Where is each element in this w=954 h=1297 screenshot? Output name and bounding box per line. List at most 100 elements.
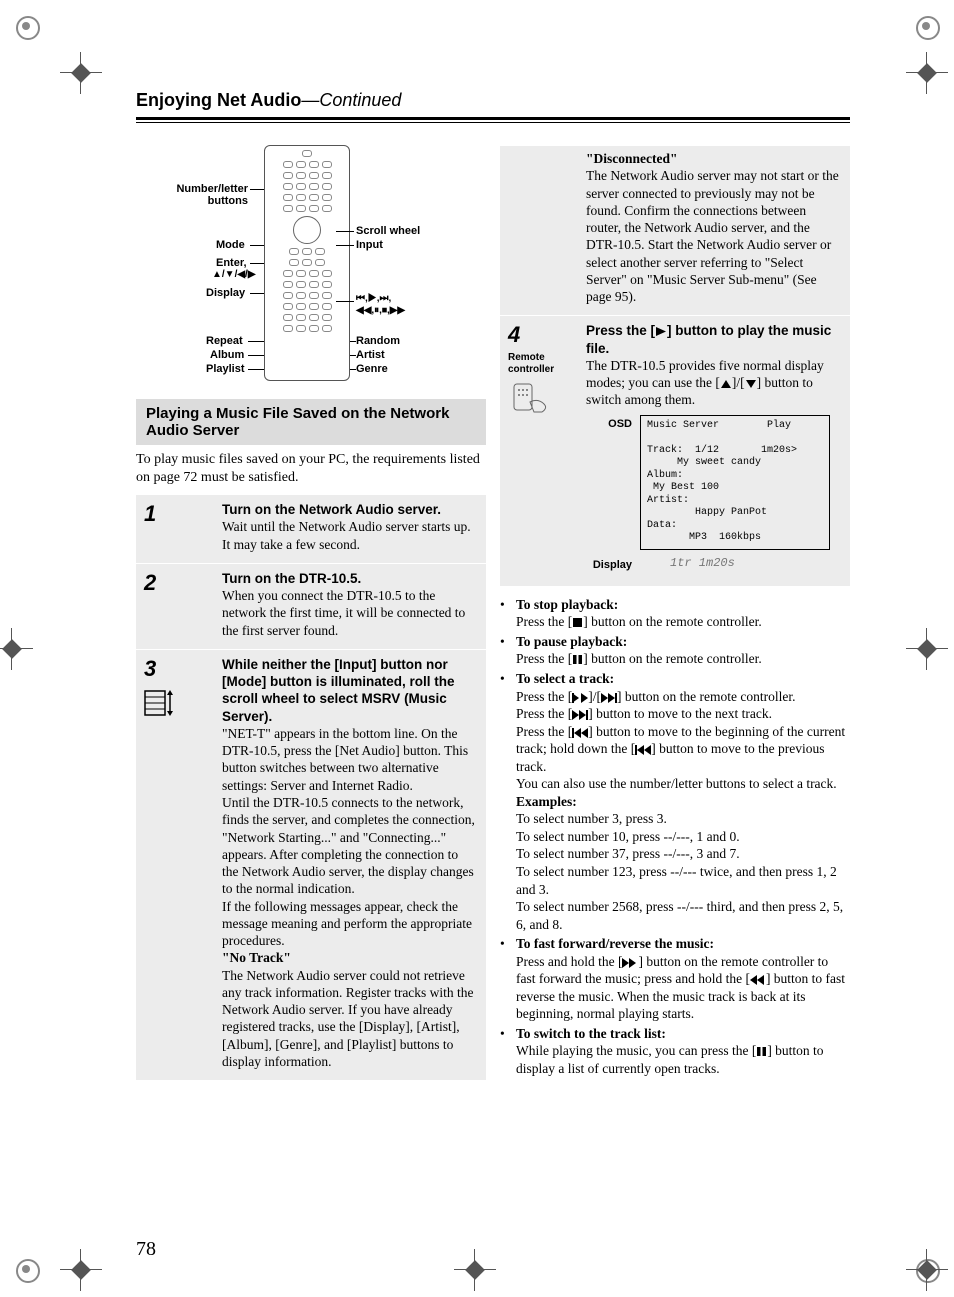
- step-3-body3: If the following messages appear, check …: [222, 899, 472, 949]
- next-track-icon: [601, 693, 617, 703]
- diagram-label-random: Random: [356, 335, 400, 347]
- print-edge-mark: [60, 52, 102, 94]
- diagram-leader-line: [336, 245, 354, 246]
- diagram-leader-line: [250, 189, 264, 190]
- transport-glyphs: ◀◀,⏸,⏹,▶▶: [356, 305, 405, 316]
- ff-heading: To fast forward/reverse the music:: [516, 936, 714, 951]
- diagram-leader-line: [248, 355, 264, 356]
- header-rule: [136, 122, 850, 123]
- step-4-sublabel: Remote controller: [508, 352, 586, 376]
- step-1: 1 Turn on the Network Audio server. Wait…: [136, 494, 486, 563]
- diagram-label-playlist: Playlist: [206, 363, 245, 375]
- diagram-label-scroll-wheel: Scroll wheel: [356, 225, 420, 237]
- scroll-wheel-icon: [144, 688, 222, 718]
- intro-paragraph: To play music files saved on your PC, th…: [136, 451, 486, 486]
- up-icon: [720, 379, 732, 389]
- pause-heading: To pause playback:: [516, 634, 627, 649]
- example-line: To select number 3, press 3.: [516, 811, 667, 826]
- print-corner-mark: [912, 12, 942, 42]
- page-header: Enjoying Net Audio—Continued: [136, 90, 850, 115]
- header-title-continued: —Continued: [301, 90, 401, 110]
- step-2-body: When you connect the DTR-10.5 to the net…: [222, 588, 465, 638]
- display-label: Display: [586, 556, 632, 572]
- remote-hand-icon: [508, 382, 586, 416]
- section-heading: Playing a Music File Saved on the Networ…: [146, 405, 476, 439]
- diagram-label-repeat: Repeat: [206, 335, 243, 347]
- diagram-leader-line: [350, 369, 356, 370]
- print-corner-mark: [12, 1255, 42, 1285]
- switch-list-heading: To switch to the track list:: [516, 1026, 666, 1041]
- print-edge-mark: [0, 628, 33, 670]
- remote-diagram: Number/letter buttons Mode Enter, ▲/▼/◀/…: [136, 145, 486, 385]
- next-track-icon: [572, 710, 588, 720]
- step-number: 2: [144, 570, 222, 639]
- diagram-label-mode: Mode: [216, 239, 245, 251]
- pause-icon: [756, 1046, 767, 1057]
- step-3: 3 While neither the: [136, 649, 486, 1080]
- prev-track-icon: [635, 745, 651, 755]
- diagram-leader-line: [250, 263, 264, 264]
- header-title-bold: Enjoying Net Audio: [136, 90, 301, 110]
- diagram-leader-line: [350, 341, 356, 342]
- step-3-continued: "Disconnected" The Network Audio server …: [500, 145, 850, 315]
- examples-heading: Examples:: [516, 794, 577, 809]
- step-number: 3: [144, 656, 156, 681]
- print-edge-mark: [906, 52, 948, 94]
- osd-label: OSD: [586, 415, 632, 431]
- step-2: 2 Turn on the DTR-10.5. When you connect…: [136, 563, 486, 649]
- arrow-glyphs: ▲/▼/◀/▶: [212, 269, 256, 280]
- step-number: 1: [144, 501, 222, 553]
- print-edge-mark: [906, 1249, 948, 1291]
- example-line: To select number 10, press --/---, 1 and…: [516, 829, 740, 844]
- remote-outline: [264, 145, 350, 381]
- header-rule: [136, 117, 850, 120]
- disconnected-body: The Network Audio server may not start o…: [586, 168, 839, 304]
- diagram-leader-line: [250, 293, 264, 294]
- select-track-heading: To select a track:: [516, 671, 614, 686]
- pause-icon: [572, 654, 583, 665]
- transport-glyphs: ⏮,▶,⏭,: [356, 293, 391, 304]
- disconnected-heading: "Disconnected": [586, 151, 677, 166]
- rewind-icon: [750, 975, 766, 985]
- diagram-leader-line: [336, 231, 354, 232]
- step-1-lead: Turn on the Network Audio server.: [222, 502, 441, 517]
- step-3-lead: While neither the [Input] button nor [Mo…: [222, 657, 455, 724]
- print-edge-mark: [60, 1249, 102, 1291]
- print-corner-mark: [12, 12, 42, 42]
- example-line: To select number 123, press --/--- twice…: [516, 864, 837, 897]
- diagram-label-input: Input: [356, 239, 383, 251]
- diagram-label-artist: Artist: [356, 349, 385, 361]
- diagram-leader-line: [250, 245, 264, 246]
- example-line: To select number 37, press --/---, 3 and…: [516, 846, 740, 861]
- print-edge-mark: [454, 1249, 496, 1291]
- step-3-body2: Until the DTR-10.5 connects to the netwo…: [222, 795, 475, 896]
- display-readout: 1tr 1m20s: [670, 556, 735, 571]
- diagram-label-genre: Genre: [356, 363, 388, 375]
- diagram-label-number-letter: Number/letter buttons: [158, 183, 248, 207]
- osd-screen: Music Server Play Track: 1/12 1m20s> My …: [640, 415, 830, 550]
- stop-heading: To stop playback:: [516, 597, 618, 612]
- step-2-lead: Turn on the DTR-10.5.: [222, 571, 361, 586]
- diagram-leader-line: [336, 301, 354, 302]
- diagram-leader-line: [350, 355, 356, 356]
- step-4-body: The DTR-10.5 provides five normal displa…: [586, 358, 824, 408]
- print-edge-mark: [906, 628, 948, 670]
- example-line: To select number 2568, press --/--- thir…: [516, 899, 843, 932]
- section-heading-box: Playing a Music File Saved on the Networ…: [136, 399, 486, 445]
- down-icon: [745, 379, 757, 389]
- diagram-leader-line: [248, 341, 264, 342]
- prev-track-icon: [572, 728, 588, 738]
- diagram-label-enter: Enter,: [216, 257, 247, 269]
- diagram-label-album: Album: [210, 349, 244, 361]
- select-number-note: You can also use the number/letter butto…: [516, 776, 837, 791]
- prev-track-icon: [572, 693, 588, 703]
- play-icon: [655, 326, 667, 337]
- no-track-heading: "No Track": [222, 950, 291, 965]
- step-4: 4 Remote controller Press the [] button …: [500, 315, 850, 585]
- playback-controls-list: • To stop playback: Press the [] button …: [500, 596, 850, 1078]
- diagram-leader-line: [248, 369, 264, 370]
- step-number: 4: [508, 322, 520, 347]
- step-1-body: Wait until the Network Audio server star…: [222, 519, 471, 551]
- diagram-label-display: Display: [206, 287, 245, 299]
- step-4-lead: Press the [] button to play the music fi…: [586, 323, 831, 355]
